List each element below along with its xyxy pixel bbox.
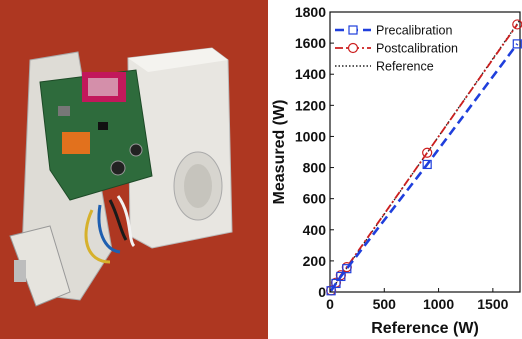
- y-tick-label: 400: [303, 222, 327, 238]
- legend-marker: [347, 42, 359, 54]
- series-layer: [325, 19, 522, 296]
- legend-item: Reference: [335, 60, 434, 74]
- legend-marker: [348, 25, 358, 35]
- legend-label: Postcalibration: [376, 42, 458, 56]
- data-point: [512, 39, 522, 49]
- data-point: [331, 278, 341, 289]
- legend-item: Precalibration: [335, 24, 452, 38]
- plug-prong: [14, 260, 26, 282]
- y-tick-label: 0: [318, 284, 326, 300]
- y-tick-label: 1000: [295, 128, 326, 144]
- y-tick-label: 800: [303, 160, 327, 176]
- y-tick-label: 1400: [295, 66, 326, 82]
- relay: [62, 132, 90, 154]
- y-tick-label: 200: [303, 253, 327, 269]
- data-point: [422, 159, 432, 170]
- y-axis-ticks: 0 200 400 600 800 1000 1200 1400 1600 1800: [295, 4, 334, 300]
- x-tick-label: 500: [373, 296, 397, 312]
- legend-label: Precalibration: [376, 24, 452, 38]
- plug-housing: [127, 47, 233, 249]
- y-tick-label: 1200: [295, 97, 326, 113]
- data-point: [422, 147, 433, 158]
- legend-item: Postcalibration: [335, 42, 458, 56]
- y-axis-title: Measured (W): [271, 100, 288, 205]
- y-tick-label: 1800: [295, 4, 326, 20]
- y-tick-label: 1600: [295, 35, 326, 51]
- legend-label: Reference: [376, 60, 434, 74]
- series-precalibration: [326, 39, 522, 296]
- x-tick-label: 1000: [423, 296, 454, 312]
- data-point: [342, 264, 352, 274]
- x-axis-ticks: 0 500 1000 1500: [326, 288, 509, 312]
- circuit-board: [39, 69, 153, 201]
- chart-legend: Precalibration Postcalibration Reference: [335, 24, 458, 74]
- x-axis-title: Reference (W): [371, 320, 479, 337]
- x-tick-label: 0: [326, 296, 334, 312]
- device-photo: [0, 0, 268, 339]
- data-point: [326, 286, 336, 296]
- x-tick-label: 1500: [477, 296, 508, 312]
- y-tick-label: 600: [303, 191, 327, 207]
- data-point: [336, 271, 346, 282]
- calibration-chart: 0 200 400 600 800 1000 1200 1400 1600 1800 0 500 10…: [271, 4, 522, 337]
